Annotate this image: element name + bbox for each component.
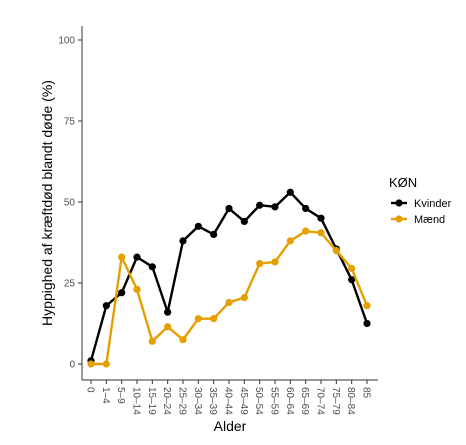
data-point-m-nd: [286, 237, 294, 245]
data-point-kvinder: [302, 204, 310, 213]
data-point-kvinder: [148, 263, 156, 271]
data-point-m-nd: [256, 259, 264, 268]
x-tick-label: 55–59: [269, 387, 280, 415]
x-tick-label: 25–29: [177, 387, 188, 415]
data-point-m-nd: [332, 247, 340, 255]
y-axis-title: Hyppighed af kræftdød blandt døde (%): [39, 80, 55, 326]
data-point-m-nd: [225, 298, 233, 307]
data-point-kvinder: [348, 276, 356, 284]
data-point-m-nd: [271, 258, 279, 266]
data-point-m-nd: [133, 285, 141, 294]
data-point-kvinder: [271, 203, 279, 211]
data-point-m-nd: [348, 264, 356, 273]
data-point-kvinder: [118, 289, 126, 297]
data-point-m-nd: [164, 323, 172, 331]
data-point-m-nd: [194, 315, 202, 323]
x-tick-label: 15–19: [146, 387, 157, 415]
y-tick-label: 25: [64, 279, 76, 290]
legend-key-point: [395, 199, 403, 207]
x-tick-label: 30–34: [192, 387, 203, 415]
y-axis: 0 25 50 75 100: [58, 26, 83, 380]
legend-title: KØN: [389, 175, 417, 190]
x-tick-label: 80–84: [345, 387, 356, 415]
x-axis-title: Alder: [214, 418, 247, 434]
data-point-kvinder: [164, 308, 172, 316]
data-point-kvinder: [210, 230, 218, 238]
series-line-kvinder: [89, 191, 369, 362]
x-tick-label: 1–4: [100, 387, 111, 404]
x-tick-label: 40–44: [223, 387, 234, 415]
data-point-kvinder: [194, 222, 202, 230]
data-point-kvinder: [256, 201, 264, 209]
series-m-nd: [87, 227, 371, 368]
data-point-kvinder: [102, 302, 110, 310]
legend-key-point: [395, 215, 403, 223]
y-tick-label: 0: [69, 360, 75, 371]
x-tick-label: 20–24: [161, 387, 172, 415]
x-tick-label: 50–54: [253, 387, 264, 415]
x-tick-label: 65–69: [299, 387, 310, 415]
data-point-kvinder: [317, 214, 325, 222]
y-tick-label: 75: [64, 117, 76, 128]
data-point-m-nd: [118, 253, 126, 261]
legend-label-m-nd: Mænd: [414, 214, 445, 226]
data-point-kvinder: [363, 319, 371, 328]
data-point-kvinder: [286, 188, 294, 196]
legend-item-m-nd: Mænd: [391, 214, 445, 226]
data-point-m-nd: [102, 360, 110, 368]
data-point-m-nd: [240, 293, 248, 302]
legend-item-kvinder: Kvinder: [391, 198, 452, 210]
data-point-kvinder: [240, 217, 248, 226]
y-tick-label: 100: [58, 36, 75, 47]
legend: KØN Kvinder Mænd: [389, 175, 452, 226]
x-axis: 0 1–4 5–9 10–14 15–19 20–24 25–29 30–34 35–39 40–…: [82, 379, 378, 415]
x-tick-label: 10–14: [131, 387, 142, 415]
x-tick-label: 35–39: [207, 387, 218, 415]
data-point-m-nd: [302, 227, 310, 235]
data-point-m-nd: [87, 360, 95, 368]
data-point-kvinder: [179, 237, 187, 245]
data-point-m-nd: [179, 336, 187, 344]
x-tick-label: 0: [85, 387, 96, 393]
x-tick-label: 60–64: [284, 387, 295, 415]
y-tick-label: 50: [64, 198, 76, 209]
series-line-m-nd: [91, 229, 369, 366]
data-point-m-nd: [363, 302, 371, 310]
x-tick-label: 85: [361, 387, 372, 399]
data-point-m-nd: [148, 337, 156, 345]
series-kvinder: [87, 188, 371, 365]
data-point-kvinder: [133, 253, 141, 261]
legend-label-kvinder: Kvinder: [414, 198, 452, 210]
data-point-m-nd: [317, 229, 325, 237]
x-tick-label: 70–74: [315, 387, 326, 415]
x-tick-label: 75–79: [330, 387, 341, 415]
data-point-kvinder: [225, 204, 233, 213]
data-point-m-nd: [210, 315, 218, 323]
series-layer: [87, 188, 371, 368]
x-tick-label: 5–9: [115, 387, 126, 404]
x-tick-label: 45–49: [238, 387, 249, 415]
